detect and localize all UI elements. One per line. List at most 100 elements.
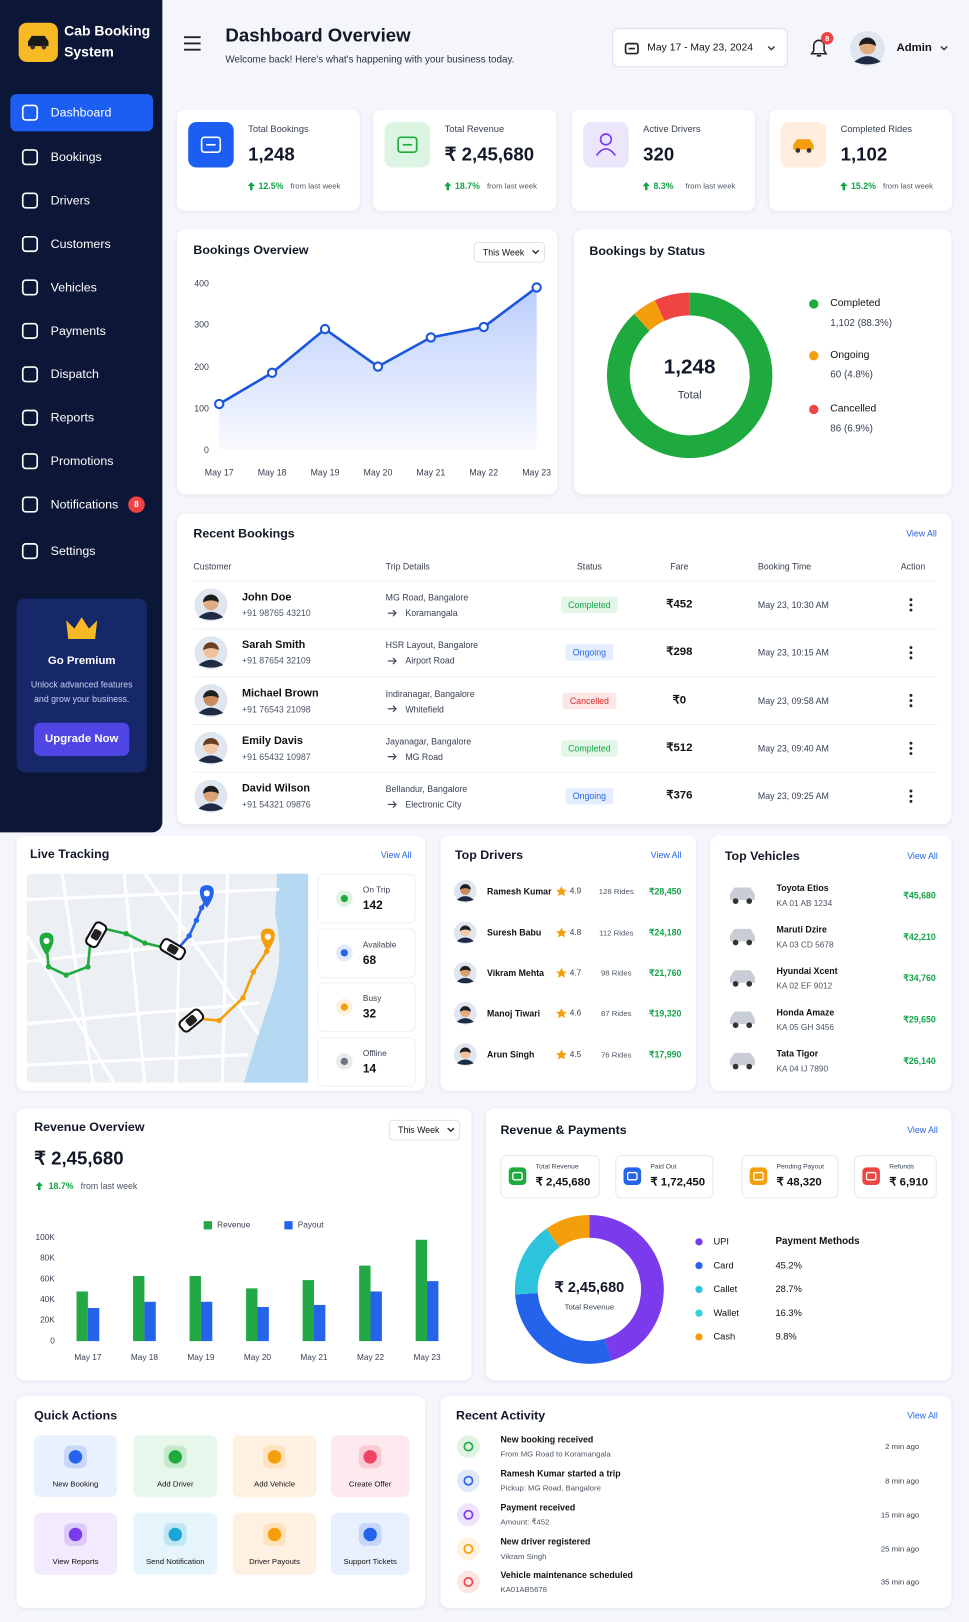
x-tick-label: May 17	[204, 467, 234, 478]
nav-item[interactable]: Bookings	[50, 149, 102, 165]
quick-action-label[interactable]: New Booking	[52, 1479, 99, 1489]
nav-active[interactable]	[10, 94, 154, 132]
view-all-link[interactable]: View All	[906, 528, 937, 539]
view-all-link[interactable]: View All	[650, 849, 682, 861]
avatar-hair	[202, 785, 219, 794]
quick-action-label[interactable]: Create Offer	[348, 1479, 392, 1489]
quick-action[interactable]	[133, 1512, 218, 1575]
quick-action-icon	[363, 1450, 377, 1464]
quick-action[interactable]	[34, 1435, 117, 1498]
period-dropdown-label[interactable]: This Week	[482, 247, 525, 258]
quick-action-label[interactable]: View Reports	[52, 1556, 99, 1566]
quick-action-label[interactable]: Driver Payouts	[249, 1556, 300, 1566]
row-action[interactable]	[909, 603, 913, 607]
row-action[interactable]	[909, 608, 913, 612]
car-wheel	[746, 1022, 753, 1029]
trip-arrow	[387, 609, 397, 617]
legend-dot	[695, 1285, 703, 1294]
row-action[interactable]	[909, 741, 913, 745]
quick-action-label[interactable]: Send Notification	[145, 1556, 205, 1566]
map-route-stop	[193, 917, 200, 923]
upgrade-button-label[interactable]: Upgrade Now	[45, 732, 119, 745]
driver-earnings: ₹19,320	[648, 1008, 682, 1019]
payment-value: ₹ 6,910	[889, 1176, 929, 1189]
user-name[interactable]: Admin	[896, 41, 932, 55]
bar	[133, 1275, 145, 1342]
nav-item[interactable]: Settings	[50, 543, 96, 559]
legend-value: 1,102 (88.3%)	[830, 317, 893, 330]
activity-time: 25 min ago	[880, 1544, 920, 1554]
chevron	[940, 46, 948, 51]
car-wheel	[795, 148, 801, 153]
vehicle-name: Tata Tigor	[776, 1048, 819, 1059]
card-title: Recent Activity	[455, 1408, 546, 1423]
view-all-link[interactable]: View All	[907, 1410, 938, 1421]
nav-item[interactable]: Vehicles	[50, 280, 97, 295]
vehicle-earnings: ₹26,140	[903, 1055, 936, 1066]
activity-icon	[457, 1469, 480, 1493]
nav-item[interactable]: Customers	[50, 236, 111, 252]
view-all-link[interactable]: View All	[907, 1124, 938, 1136]
period-dropdown[interactable]	[473, 241, 545, 263]
quick-action[interactable]	[232, 1435, 317, 1498]
nav-item[interactable]: Notifications	[50, 497, 119, 512]
period-dropdown-label[interactable]: This Week	[398, 1124, 440, 1136]
rating-star	[556, 1008, 567, 1019]
nav-item[interactable]: Promotions	[50, 453, 114, 469]
activity-icon	[457, 1537, 480, 1561]
quick-action[interactable]	[34, 1512, 117, 1575]
driver-status-label: Available	[362, 939, 397, 949]
quick-action[interactable]	[133, 1435, 218, 1498]
row-action[interactable]	[909, 693, 913, 697]
card-title: Top Drivers	[454, 847, 523, 863]
driver-rating: 4.6	[569, 1008, 582, 1018]
row-action[interactable]	[909, 752, 913, 755]
row-action[interactable]	[909, 646, 913, 649]
x-tick-label: May 18	[130, 1352, 158, 1362]
legend-value: 9.8%	[775, 1331, 797, 1342]
trip-from: Bellandur, Bangalore	[385, 783, 468, 795]
nav-item[interactable]: Drivers	[50, 193, 90, 208]
payment-icon-glyph	[626, 1171, 638, 1181]
quick-action[interactable]	[330, 1435, 410, 1498]
payment-icon-glyph	[865, 1171, 877, 1181]
stat-note: from last week	[883, 181, 934, 191]
row-action[interactable]	[909, 699, 913, 702]
row-action[interactable]	[909, 794, 913, 798]
notification-bell[interactable]	[810, 39, 828, 57]
row-action[interactable]	[909, 746, 913, 750]
row-action[interactable]	[909, 799, 913, 803]
quick-action-label[interactable]: Add Driver	[156, 1479, 194, 1489]
premium-text: Unlock advanced features and grow your b…	[30, 679, 133, 705]
avatar-body	[456, 896, 474, 902]
vehicle-plate: KA 02 EF 9012	[776, 981, 833, 991]
quick-action-label[interactable]: Add Vehicle	[254, 1479, 296, 1489]
nav-item[interactable]: Dashboard	[50, 105, 112, 120]
upgrade-button[interactable]	[34, 722, 130, 756]
quick-action-label[interactable]: Support Tickets	[343, 1556, 397, 1566]
period-dropdown[interactable]	[388, 1119, 461, 1141]
row-action[interactable]	[909, 704, 913, 708]
nav-icon	[21, 104, 39, 121]
stat-label: Completed Rides	[840, 123, 913, 135]
nav-item[interactable]: Reports	[50, 410, 95, 425]
nav-item[interactable]: Dispatch	[50, 366, 99, 382]
nav-item[interactable]: Payments	[50, 323, 106, 338]
y-tick-label: 0	[50, 1336, 55, 1346]
row-action[interactable]	[909, 598, 913, 602]
avatar-body	[198, 611, 224, 620]
quick-action[interactable]	[330, 1512, 410, 1575]
payment-icon	[749, 1167, 768, 1185]
quick-action[interactable]	[232, 1512, 317, 1575]
map-route-stop	[85, 964, 91, 970]
row-action[interactable]	[909, 651, 913, 655]
column-header: Booking Time	[757, 561, 812, 572]
view-all-link[interactable]: View All	[380, 849, 412, 861]
avatar-hair	[459, 1006, 471, 1012]
date-range[interactable]: May 17 - May 23, 2024	[647, 42, 754, 54]
row-action[interactable]	[909, 656, 913, 660]
view-all-link[interactable]: View All	[907, 850, 938, 862]
row-action[interactable]	[909, 789, 913, 793]
date-picker[interactable]	[612, 27, 788, 68]
column-header: Customer	[193, 561, 232, 572]
